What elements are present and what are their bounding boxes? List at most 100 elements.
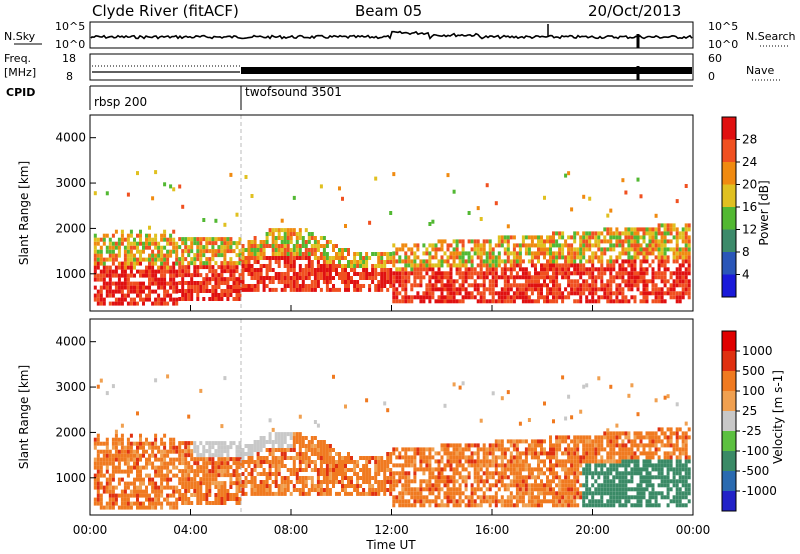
heatmap-cell xyxy=(359,252,363,256)
heatmap-cell xyxy=(356,260,360,264)
heatmap-cell xyxy=(111,253,115,258)
heatmap-cell xyxy=(93,241,97,246)
heatmap-cell xyxy=(534,487,537,492)
heatmap-cell xyxy=(537,283,540,288)
heatmap-cell xyxy=(196,249,200,254)
heatmap-cell xyxy=(666,239,670,244)
heatmap-cell xyxy=(268,436,272,440)
heatmap-cell xyxy=(377,491,381,496)
heatmap-cell xyxy=(627,495,631,500)
heatmap-cell xyxy=(175,301,179,306)
heatmap-cell xyxy=(386,468,390,472)
heatmap-cell xyxy=(446,263,450,268)
heatmap-cell xyxy=(672,479,676,484)
heatmap-cell xyxy=(437,503,441,508)
heatmap-cell xyxy=(111,453,115,458)
heatmap-cell xyxy=(437,483,441,488)
heatmap-cell xyxy=(259,460,263,464)
heatmap-cell xyxy=(621,471,625,476)
heatmap-cell xyxy=(322,480,326,484)
heatmap-cell xyxy=(328,287,332,292)
heatmap-cell xyxy=(503,467,507,472)
heatmap-cell xyxy=(332,472,335,476)
heatmap-cell xyxy=(133,257,136,262)
heatmap-cell xyxy=(371,491,375,496)
heatmap-cell xyxy=(126,457,130,462)
heatmap-cell xyxy=(262,460,266,464)
heatmap-cell xyxy=(148,281,151,286)
heatmap-cell xyxy=(515,471,519,476)
heatmap-cell xyxy=(549,439,552,444)
heatmap-cell xyxy=(111,485,115,490)
heatmap-cell xyxy=(567,459,571,464)
heatmap-cell xyxy=(591,279,595,284)
heatmap-cell xyxy=(651,451,655,456)
y-tick-label: 1000 xyxy=(55,267,86,281)
heatmap-cell xyxy=(633,459,637,464)
heatmap-cell xyxy=(253,268,257,272)
heatmap-cell xyxy=(211,453,215,458)
heatmap-cell xyxy=(310,244,314,248)
heatmap-cell xyxy=(455,471,459,476)
heatmap-cell xyxy=(621,479,625,484)
heatmap-cell xyxy=(223,449,227,454)
heatmap-cell xyxy=(214,241,218,246)
heatmap-cell xyxy=(289,284,293,288)
heatmap-cell xyxy=(549,479,552,484)
heatmap-cell xyxy=(491,299,495,304)
heatmap-cell xyxy=(663,223,667,228)
heatmap-cell xyxy=(241,452,245,456)
heatmap-cell xyxy=(624,475,628,480)
heatmap-cell xyxy=(549,443,552,448)
heatmap-cell xyxy=(527,475,531,480)
heatmap-cell xyxy=(422,259,426,264)
heatmap-cell xyxy=(151,241,155,246)
heatmap-cell xyxy=(660,295,664,300)
heatmap-cell xyxy=(413,255,417,260)
heatmap-cell xyxy=(564,275,568,280)
heatmap-cell xyxy=(678,295,682,300)
heatmap-cell xyxy=(319,468,323,472)
heatmap-cell xyxy=(419,259,423,264)
heatmap-cell xyxy=(585,271,589,276)
heatmap-cell xyxy=(250,264,254,268)
heatmap-cell xyxy=(530,243,534,248)
heatmap-cell xyxy=(253,248,257,252)
heatmap-cell xyxy=(335,464,338,468)
heatmap-cell xyxy=(301,440,305,444)
heatmap-cell xyxy=(392,479,396,484)
heatmap-cell xyxy=(527,235,531,240)
heatmap-cell xyxy=(527,451,531,456)
heatmap-cell xyxy=(133,441,136,446)
heatmap-cell xyxy=(606,467,610,472)
heatmap-cell xyxy=(262,248,266,252)
heatmap-cell xyxy=(380,260,384,264)
heatmap-cell xyxy=(172,493,176,498)
heatmap-cell xyxy=(117,469,121,474)
heatmap-cell xyxy=(202,237,206,242)
heatmap-cell xyxy=(537,295,540,300)
heatmap-cell xyxy=(684,251,688,256)
heatmap-cell xyxy=(371,252,375,256)
heatmap-cell xyxy=(356,252,360,256)
heatmap-cell xyxy=(172,489,176,494)
heatmap-cell xyxy=(96,277,100,282)
heatmap-cell xyxy=(274,272,278,276)
heatmap-cell xyxy=(325,287,329,292)
heatmap-cell xyxy=(422,467,426,472)
heatmap-cell xyxy=(163,457,167,462)
heatmap-cell xyxy=(543,483,546,488)
heatmap-cell xyxy=(277,472,281,476)
heatmap-cell xyxy=(678,427,682,432)
heatmap-cell xyxy=(491,279,495,284)
heatmap-cell xyxy=(606,267,610,272)
heatmap-cell xyxy=(564,459,568,464)
heatmap-cell xyxy=(142,477,145,482)
heatmap-cell xyxy=(274,260,278,264)
heatmap-cell xyxy=(500,443,504,448)
heatmap-cell xyxy=(627,287,631,292)
heatmap-cell xyxy=(310,284,314,288)
heatmap-cell xyxy=(648,459,652,464)
heatmap-cell xyxy=(96,249,100,254)
heatmap-cell xyxy=(301,452,305,456)
